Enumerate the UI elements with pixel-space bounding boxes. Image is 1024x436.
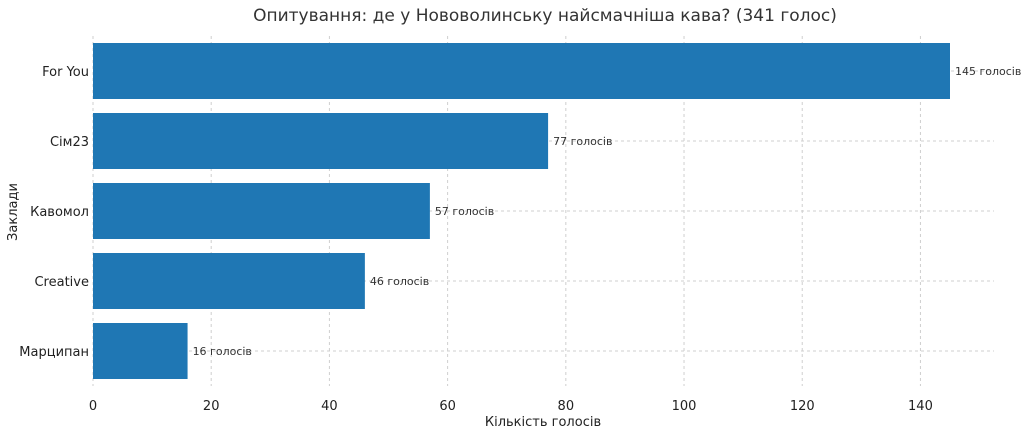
y-tick-label: Сім23 <box>50 135 89 150</box>
x-tick-label: 40 <box>321 399 338 414</box>
bar <box>93 43 950 99</box>
bar-value-label: 145 голосів <box>955 65 1021 78</box>
bar <box>93 113 549 169</box>
bar <box>93 253 365 309</box>
bar-value-label: 77 голосів <box>553 135 612 148</box>
bar-value-label: 16 голосів <box>193 345 252 358</box>
y-tick-labels: For You Сім23 Кавомол Creative Марципан <box>19 65 89 360</box>
x-axis-label: Кількість голосів <box>485 415 601 430</box>
y-tick-label: Марципан <box>19 345 89 360</box>
y-axis-label: Заклади <box>6 183 21 241</box>
x-tick-label: 140 <box>908 399 933 414</box>
y-tick-label: Кавомол <box>30 205 89 220</box>
bar-value-label: 46 голосів <box>370 275 429 288</box>
x-tick-label: 120 <box>790 399 815 414</box>
chart-title: Опитування: де у Нововолинську найсмачні… <box>253 6 837 26</box>
x-tick-label: 60 <box>439 399 456 414</box>
bars-layer <box>93 43 950 379</box>
x-tick-label: 100 <box>672 399 697 414</box>
x-tick-labels: 0 20 40 60 80 100 120 140 <box>89 399 933 414</box>
bar-value-label: 57 голосів <box>435 205 494 218</box>
x-tick-label: 80 <box>558 399 575 414</box>
y-tick-label: Creative <box>34 275 89 290</box>
labels-layer: 145 голосів 77 голосів 57 голосів 46 голосі… <box>193 65 1022 358</box>
y-tick-label: For You <box>42 65 89 80</box>
bar <box>93 183 430 239</box>
bar <box>93 323 188 379</box>
x-tick-label: 0 <box>89 399 97 414</box>
x-tick-label: 20 <box>203 399 220 414</box>
